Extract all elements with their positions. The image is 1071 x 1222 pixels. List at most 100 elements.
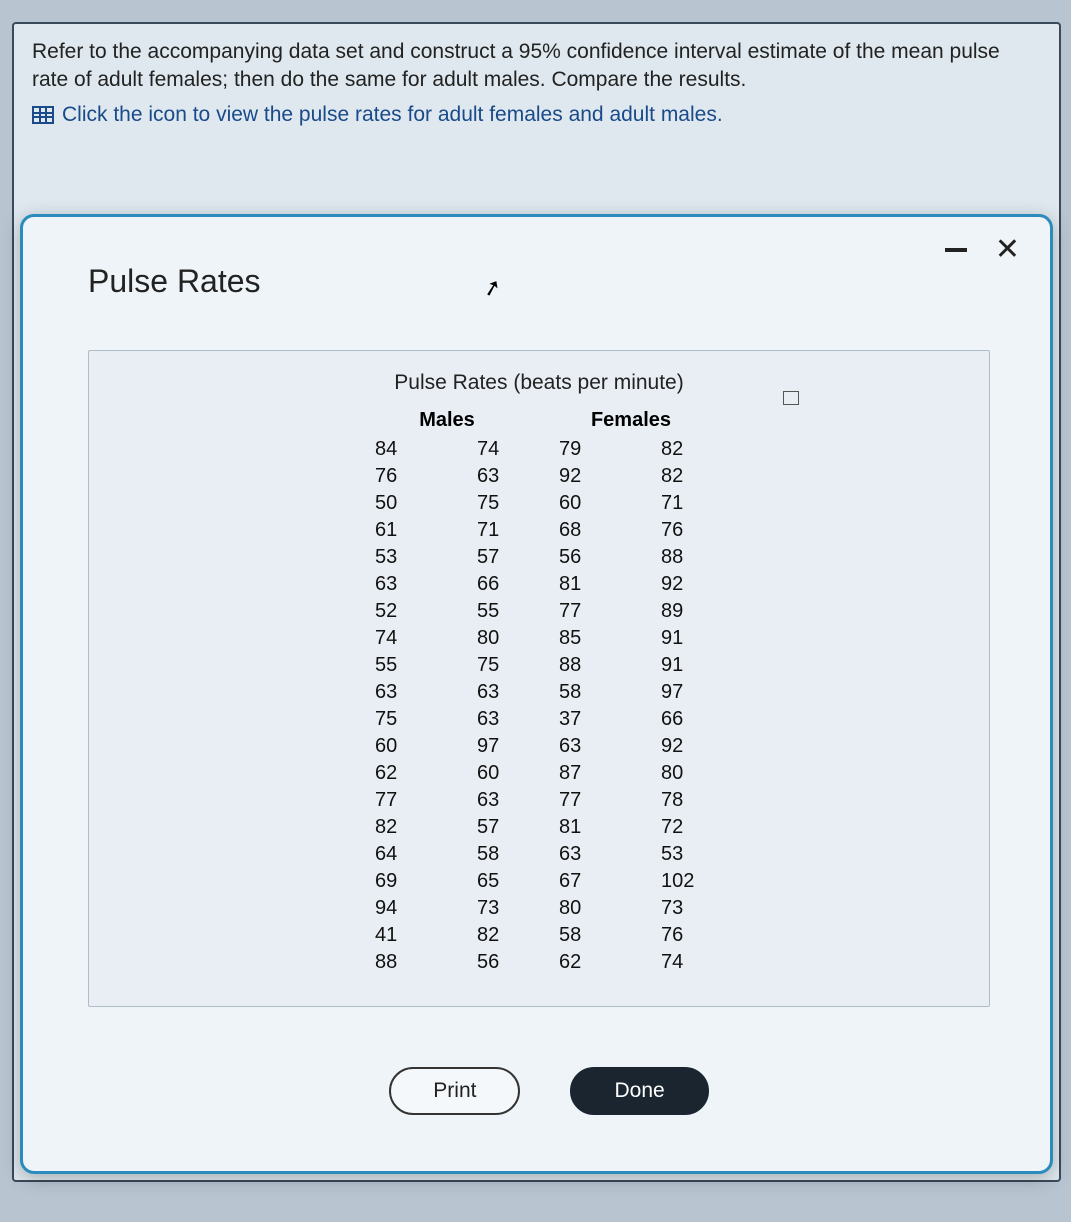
table-cell: 65 [477, 868, 499, 895]
table-cell: 63 [477, 679, 499, 706]
table-cell: 79 [559, 436, 581, 463]
table-cell: 64 [375, 841, 397, 868]
question-frame: Refer to the accompanying data set and c… [12, 22, 1061, 1182]
females-header: Females [591, 409, 671, 432]
table-cell: 77 [559, 787, 581, 814]
males-header: Males [419, 409, 475, 432]
table-cell: 89 [661, 598, 683, 625]
table-cell: 56 [559, 544, 581, 571]
table-cell: 69 [375, 868, 397, 895]
table-cell: 71 [661, 490, 683, 517]
males-col-1: 8476506153635274556375606277826469944188 [375, 436, 417, 976]
table-cell: 88 [661, 544, 683, 571]
table-cell: 75 [477, 652, 499, 679]
table-cell: 76 [661, 922, 683, 949]
view-data-link-label: Click the icon to view the pulse rates f… [62, 101, 723, 129]
table-cell: 97 [661, 679, 683, 706]
females-col-1: 7992606856817785885837638777816367805862 [559, 436, 601, 976]
table-cell: 60 [559, 490, 581, 517]
table-cell: 76 [375, 463, 397, 490]
table-cell: 63 [375, 679, 397, 706]
copy-icon[interactable] [783, 391, 799, 405]
table-cell: 84 [375, 436, 397, 463]
table-cell: 63 [375, 571, 397, 598]
table-cell: 72 [661, 814, 683, 841]
table-cell: 91 [661, 652, 683, 679]
table-cell: 60 [477, 760, 499, 787]
table-cell: 53 [661, 841, 683, 868]
table-cell: 63 [559, 733, 581, 760]
table-cell: 77 [559, 598, 581, 625]
table-cell: 81 [559, 814, 581, 841]
close-icon[interactable]: ✕ [995, 235, 1020, 265]
print-button[interactable]: Print [389, 1067, 520, 1115]
table-icon [32, 106, 54, 124]
table-cell: 62 [375, 760, 397, 787]
females-col-2: 8282717688928991919766928078725310273767… [661, 436, 703, 976]
table-cell: 55 [375, 652, 397, 679]
table-cell: 41 [375, 922, 397, 949]
table-cell: 78 [661, 787, 683, 814]
table-cell: 63 [559, 841, 581, 868]
table-cell: 55 [477, 598, 499, 625]
table-cell: 87 [559, 760, 581, 787]
table-cell: 58 [559, 679, 581, 706]
table-cell: 88 [375, 949, 397, 976]
table-cell: 97 [477, 733, 499, 760]
table-cell: 81 [559, 571, 581, 598]
table-cell: 63 [477, 787, 499, 814]
table-cell: 85 [559, 625, 581, 652]
view-data-link[interactable]: Click the icon to view the pulse rates f… [32, 101, 1041, 129]
table-cell: 82 [375, 814, 397, 841]
females-group: Females 79926068568177858858376387778163… [559, 409, 703, 976]
table-cell: 58 [477, 841, 499, 868]
table-cell: 60 [375, 733, 397, 760]
table-cell: 66 [661, 706, 683, 733]
table-cell: 67 [559, 868, 581, 895]
pulse-rates-modal: ✕ Pulse Rates ➚ Pulse Rates (beats per m… [20, 214, 1053, 1174]
data-panel: Pulse Rates (beats per minute) Males 847… [88, 350, 990, 1007]
question-text: Refer to the accompanying data set and c… [14, 24, 1059, 141]
table-cell: 80 [477, 625, 499, 652]
males-group: Males 8476506153635274556375606277826469… [375, 409, 519, 976]
modal-title: Pulse Rates [88, 263, 1010, 300]
table-cell: 53 [375, 544, 397, 571]
data-grid: Males 8476506153635274556375606277826469… [129, 409, 949, 976]
table-cell: 56 [477, 949, 499, 976]
table-cell: 92 [661, 571, 683, 598]
table-cell: 62 [559, 949, 581, 976]
minimize-icon[interactable] [945, 248, 967, 252]
table-cell: 75 [477, 490, 499, 517]
table-cell: 37 [559, 706, 581, 733]
table-cell: 80 [559, 895, 581, 922]
panel-title: Pulse Rates (beats per minute) [129, 371, 949, 395]
question-line-2: rate of adult females; then do the same … [32, 66, 1041, 94]
table-cell: 80 [661, 760, 683, 787]
table-cell: 73 [477, 895, 499, 922]
table-cell: 77 [375, 787, 397, 814]
table-cell: 57 [477, 544, 499, 571]
table-cell: 66 [477, 571, 499, 598]
table-cell: 82 [661, 463, 683, 490]
table-cell: 88 [559, 652, 581, 679]
table-cell: 76 [661, 517, 683, 544]
button-row: Print Done [88, 1067, 1010, 1115]
table-cell: 74 [477, 436, 499, 463]
table-cell: 102 [661, 868, 694, 895]
table-cell: 91 [661, 625, 683, 652]
done-button[interactable]: Done [570, 1067, 708, 1115]
question-line-1: Refer to the accompanying data set and c… [32, 38, 1041, 66]
males-col-2: 7463757157665580756363976063575865738256 [477, 436, 519, 976]
table-cell: 94 [375, 895, 397, 922]
table-cell: 63 [477, 706, 499, 733]
table-cell: 71 [477, 517, 499, 544]
table-cell: 50 [375, 490, 397, 517]
table-cell: 73 [661, 895, 683, 922]
table-cell: 74 [661, 949, 683, 976]
table-cell: 74 [375, 625, 397, 652]
window-controls: ✕ [945, 235, 1020, 265]
table-cell: 82 [661, 436, 683, 463]
table-cell: 75 [375, 706, 397, 733]
table-cell: 52 [375, 598, 397, 625]
table-cell: 58 [559, 922, 581, 949]
